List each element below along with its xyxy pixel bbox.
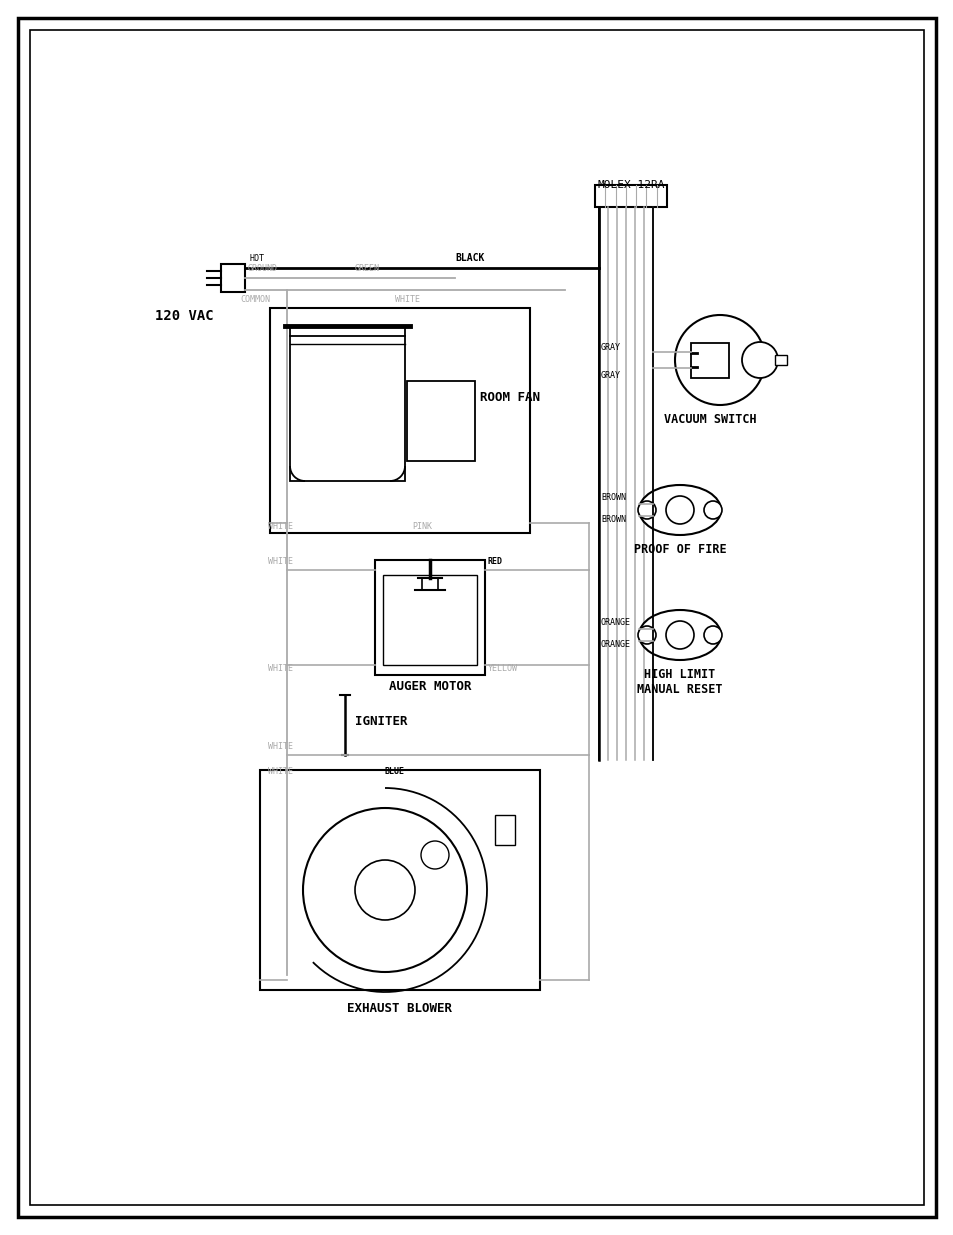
Text: YELLOW: YELLOW: [488, 664, 517, 673]
Text: PROOF OF FIRE: PROOF OF FIRE: [633, 543, 725, 556]
Text: VACUUM SWITCH: VACUUM SWITCH: [663, 412, 756, 426]
Bar: [221, 264, 245, 291]
Text: BLACK: BLACK: [455, 253, 484, 263]
Bar: [690, 342, 728, 378]
Bar: [495, 815, 515, 845]
Text: ORANGE: ORANGE: [600, 640, 630, 650]
Text: WHITE: WHITE: [395, 295, 419, 304]
Text: ROOM FAN: ROOM FAN: [479, 390, 539, 404]
Text: WHITE: WHITE: [268, 742, 293, 751]
Circle shape: [303, 808, 467, 972]
Circle shape: [420, 841, 449, 869]
Text: GREEN: GREEN: [355, 264, 379, 273]
Text: WHITE: WHITE: [268, 557, 293, 566]
Text: BROWN: BROWN: [600, 515, 625, 524]
Circle shape: [355, 860, 415, 920]
Circle shape: [703, 626, 721, 643]
Bar: [774, 354, 786, 366]
Bar: [260, 769, 539, 990]
Bar: [290, 326, 405, 480]
Ellipse shape: [639, 485, 720, 535]
Text: EXHAUST BLOWER: EXHAUST BLOWER: [347, 1002, 452, 1015]
Bar: [407, 382, 475, 461]
Text: WHITE: WHITE: [268, 664, 293, 673]
Text: AUGER MOTOR: AUGER MOTOR: [388, 680, 471, 693]
Text: WHITE: WHITE: [268, 522, 293, 531]
Text: HIGH LIMIT: HIGH LIMIT: [643, 668, 715, 680]
Text: PINK: PINK: [412, 522, 432, 531]
Text: 120 VAC: 120 VAC: [154, 309, 213, 324]
Circle shape: [703, 501, 721, 519]
Bar: [382, 576, 476, 664]
Text: BROWN: BROWN: [600, 493, 625, 501]
Circle shape: [638, 501, 656, 519]
Text: WHITE: WHITE: [268, 767, 293, 776]
Text: MANUAL RESET: MANUAL RESET: [637, 683, 722, 697]
Circle shape: [665, 621, 693, 650]
Text: RED: RED: [488, 557, 502, 566]
Text: HOT: HOT: [250, 254, 265, 263]
Bar: [375, 559, 484, 676]
Circle shape: [665, 496, 693, 524]
Text: BLUE: BLUE: [385, 767, 405, 776]
Text: GRAY: GRAY: [600, 343, 620, 352]
Text: ORANGE: ORANGE: [600, 618, 630, 627]
Circle shape: [638, 626, 656, 643]
Bar: [595, 185, 666, 207]
Circle shape: [675, 315, 764, 405]
Text: MOLEX-12RA: MOLEX-12RA: [597, 180, 664, 190]
Text: GRAY: GRAY: [600, 370, 620, 380]
Text: COMMON: COMMON: [240, 295, 270, 304]
Text: GROUND: GROUND: [248, 264, 277, 273]
Ellipse shape: [639, 610, 720, 659]
Bar: [270, 308, 530, 534]
Circle shape: [741, 342, 778, 378]
Text: IGNITER: IGNITER: [355, 715, 407, 727]
